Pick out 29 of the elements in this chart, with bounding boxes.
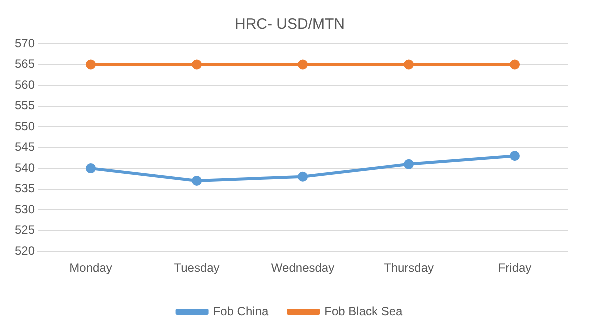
y-tick-label: 570 <box>14 36 36 50</box>
y-tick-label: 535 <box>14 182 36 196</box>
y-tick-label: 560 <box>14 78 36 92</box>
point <box>404 159 414 170</box>
y-tick-label: 525 <box>14 223 36 238</box>
legend-label: Fob China <box>213 304 269 318</box>
point <box>86 164 96 174</box>
y-tick-label: 565 <box>14 57 36 72</box>
point <box>298 60 308 70</box>
point <box>404 60 414 70</box>
y-tick-label: 540 <box>14 160 36 175</box>
y-tick-label: 555 <box>14 98 36 113</box>
point <box>510 151 520 162</box>
point <box>510 60 520 70</box>
point <box>192 60 202 70</box>
x-tick-label: Tuesday <box>174 261 220 276</box>
x-tick-label: Thursday <box>384 261 434 276</box>
point <box>192 176 202 186</box>
x-tick-label: Monday <box>70 261 112 276</box>
y-tick-label: 545 <box>14 140 36 154</box>
point <box>298 172 308 182</box>
chart-title: HRC- USD/MTN <box>235 16 345 34</box>
y-tick-label: 530 <box>14 202 36 216</box>
y-tick-label: 520 <box>14 244 36 258</box>
y-tick-label: 550 <box>14 119 36 134</box>
x-tick-label: Wednesday <box>271 261 335 276</box>
x-tick-label: Friday <box>498 261 532 276</box>
point <box>86 60 96 70</box>
legend-label: Fob Black Sea <box>324 304 404 318</box>
